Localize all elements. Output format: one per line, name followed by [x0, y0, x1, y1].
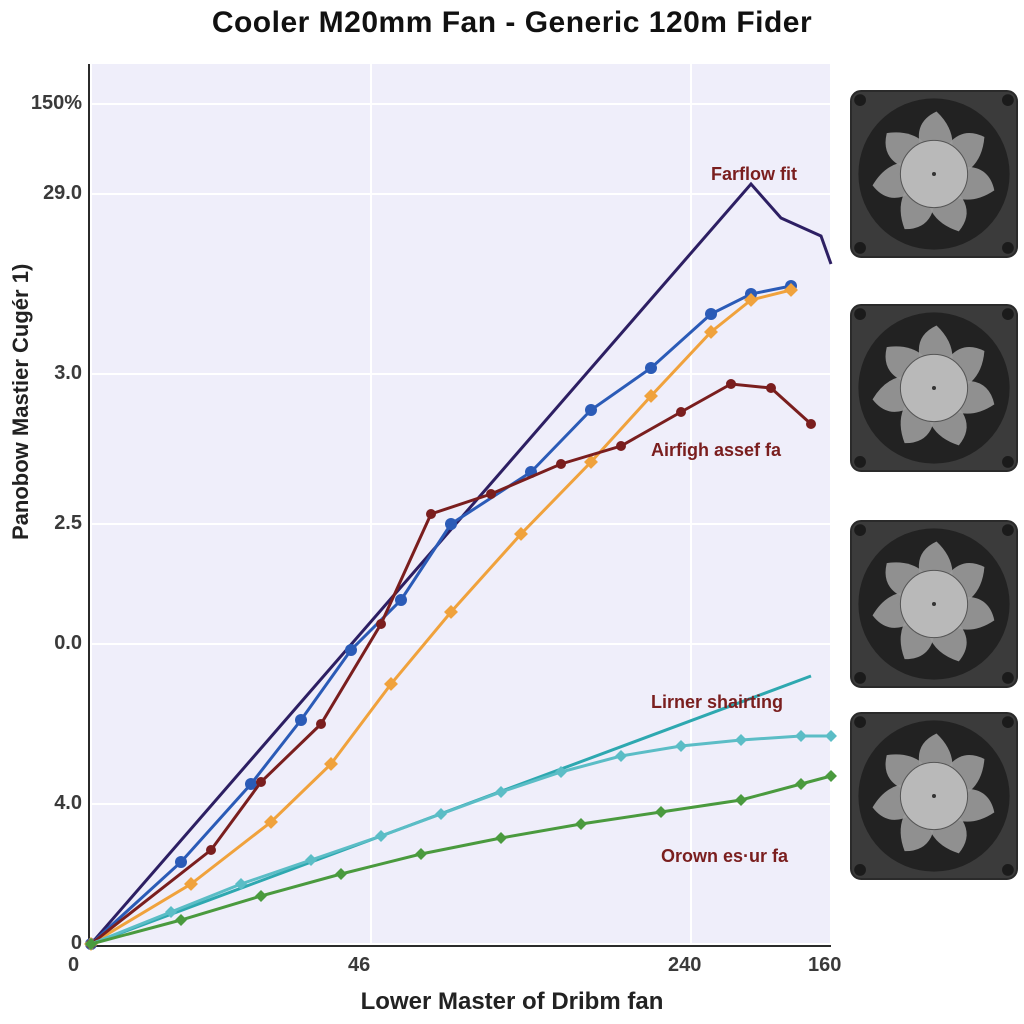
marker-teal-lower-markers	[435, 808, 447, 820]
marker-blue-markers	[585, 404, 597, 416]
fan-image	[850, 712, 1018, 880]
marker-green	[335, 868, 347, 880]
y-tick: 29.0	[18, 182, 82, 205]
marker-teal-lower-markers	[675, 740, 687, 752]
marker-green	[655, 806, 667, 818]
x-tick: 46	[348, 954, 370, 977]
annotation: Lirner shairting	[651, 692, 783, 713]
x-tick: 240	[668, 954, 701, 977]
marker-blue-markers	[345, 644, 357, 656]
plot-area: Farflow fit Airfigh assef fa Lirner shairt…	[88, 64, 831, 947]
marker-dark-red	[616, 441, 626, 451]
marker-blue-markers	[705, 308, 717, 320]
marker-dark-red	[376, 619, 386, 629]
fan-image	[850, 520, 1018, 688]
marker-green	[575, 818, 587, 830]
y-tick: 4.0	[18, 792, 82, 815]
y-tick: 3.0	[18, 362, 82, 385]
marker-dark-red	[766, 383, 776, 393]
y-tick: 0.0	[18, 632, 82, 655]
marker-dark-red	[726, 379, 736, 389]
x-axis-label: Lower Master of Dribm fan	[0, 988, 1024, 1016]
fan-image	[850, 304, 1018, 472]
marker-blue-markers	[395, 594, 407, 606]
marker-dark-red	[256, 777, 266, 787]
marker-teal-lower-markers	[735, 734, 747, 746]
marker-dark-red	[486, 489, 496, 499]
marker-teal-lower-markers	[795, 730, 807, 742]
marker-green	[825, 770, 837, 782]
marker-dark-red	[206, 845, 216, 855]
marker-teal-lower-markers	[495, 786, 507, 798]
fan-image	[850, 90, 1018, 258]
marker-dark-red	[426, 509, 436, 519]
x-tick: 0	[68, 954, 79, 977]
y-tick: 0	[18, 932, 82, 955]
marker-teal-lower-markers	[615, 750, 627, 762]
marker-dark-red	[806, 419, 816, 429]
annotation: Airfigh assef fa	[651, 440, 781, 461]
marker-blue-markers	[645, 362, 657, 374]
y-tick: 2.5	[18, 512, 82, 535]
marker-dark-red	[316, 719, 326, 729]
marker-teal-lower-markers	[375, 830, 387, 842]
chart-title: Cooler M20mm Fan - Generic 120m Fider	[0, 6, 1024, 40]
marker-blue-markers	[175, 856, 187, 868]
marker-blue-markers	[445, 518, 457, 530]
y-tick: 150%	[18, 92, 82, 115]
x-tick: 160	[808, 954, 841, 977]
marker-dark-red	[556, 459, 566, 469]
annotation: Orown es·ur fa	[661, 846, 788, 867]
series-dark-indigo-fit	[91, 184, 831, 944]
marker-green	[495, 832, 507, 844]
annotation: Farflow fit	[711, 164, 797, 185]
y-axis-label: Panobow Mastier Cugér 1)	[8, 264, 34, 540]
marker-teal-lower-markers	[825, 730, 837, 742]
marker-green	[255, 890, 267, 902]
marker-dark-red	[676, 407, 686, 417]
marker-green	[415, 848, 427, 860]
marker-blue-markers	[295, 714, 307, 726]
marker-green	[175, 914, 187, 926]
marker-green	[795, 778, 807, 790]
